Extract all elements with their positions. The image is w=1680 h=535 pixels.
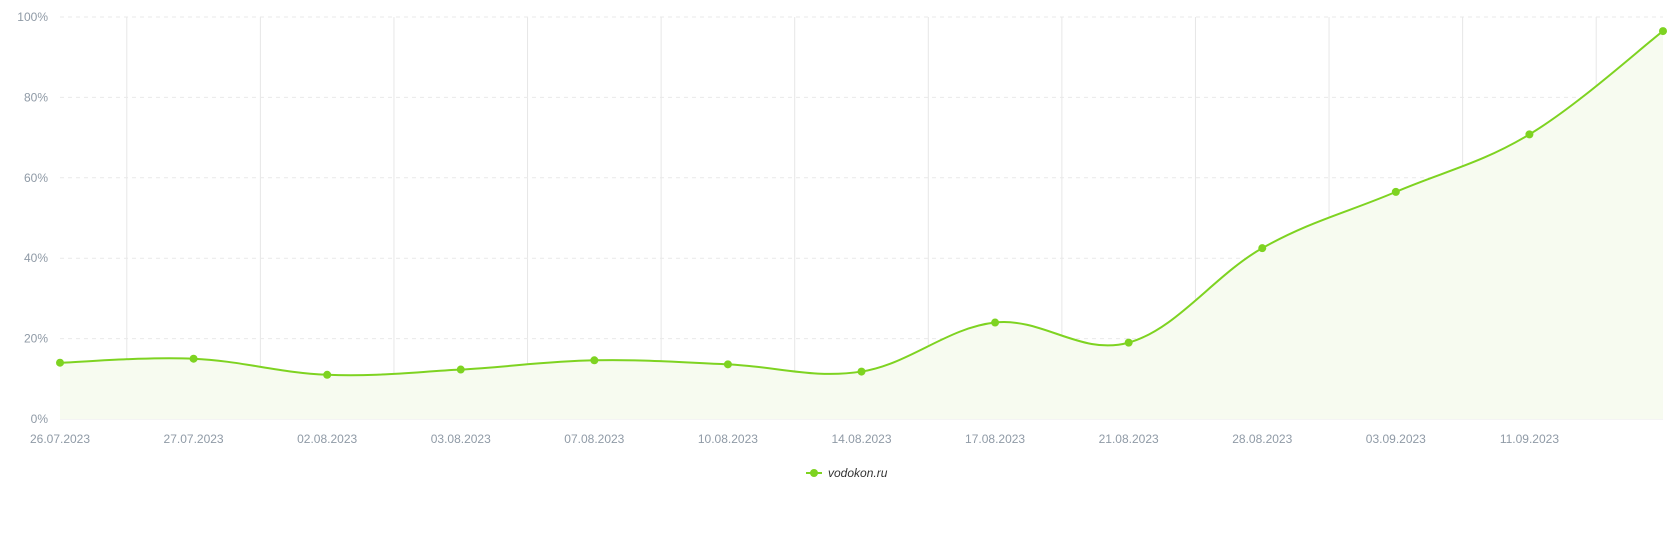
- y-tick-label: 0%: [31, 412, 49, 426]
- x-tick-label: 17.08.2023: [965, 432, 1025, 446]
- y-tick-label: 20%: [24, 332, 48, 346]
- data-point: [723, 360, 732, 369]
- x-tick-label: 11.09.2023: [1500, 432, 1559, 446]
- series-line-layer: [59, 30, 1664, 377]
- x-tick-label: 26.07.2023: [30, 432, 90, 446]
- data-point: [1659, 27, 1667, 36]
- data-point: [1525, 130, 1534, 139]
- x-tick-label: 02.08.2023: [297, 432, 357, 446]
- x-axis: 26.07.2023 27.07.2023 02.08.2023 03.08.2023…: [30, 432, 1559, 446]
- x-tick-label: 10.08.2023: [698, 432, 758, 446]
- x-tick-label: 07.08.2023: [564, 432, 624, 446]
- series-area-fill: [60, 31, 1663, 419]
- data-point: [991, 318, 1000, 327]
- data-point: [323, 370, 332, 379]
- x-tick-label: 14.08.2023: [831, 432, 891, 446]
- y-tick-label: 80%: [24, 90, 48, 104]
- data-point: [456, 365, 465, 374]
- data-point: [189, 354, 198, 363]
- x-tick-label: 03.08.2023: [431, 432, 491, 446]
- data-point: [857, 367, 866, 376]
- area-fill-layer: [60, 31, 1663, 419]
- data-point: [56, 358, 64, 367]
- legend-dot-marker: [810, 469, 818, 477]
- x-tick-label: 21.08.2023: [1099, 432, 1159, 446]
- data-point: [1258, 244, 1267, 253]
- x-tick-label: 28.08.2023: [1232, 432, 1292, 446]
- data-points-layer: [56, 27, 1667, 379]
- x-tick-label: 27.07.2023: [164, 432, 224, 446]
- legend-label[interactable]: vodokon.ru: [828, 466, 888, 480]
- data-point: [1124, 338, 1133, 347]
- data-point: [590, 356, 599, 365]
- x-tick-label: 03.09.2023: [1366, 432, 1426, 446]
- y-tick-label: 60%: [24, 171, 48, 185]
- y-tick-label: 40%: [24, 251, 48, 265]
- y-axis: 0% 20% 40% 60% 80% 100%: [17, 10, 48, 426]
- legend[interactable]: vodokon.ru: [806, 466, 888, 480]
- data-point: [1391, 187, 1400, 196]
- series-line: [59, 30, 1664, 377]
- y-tick-label: 100%: [17, 10, 48, 24]
